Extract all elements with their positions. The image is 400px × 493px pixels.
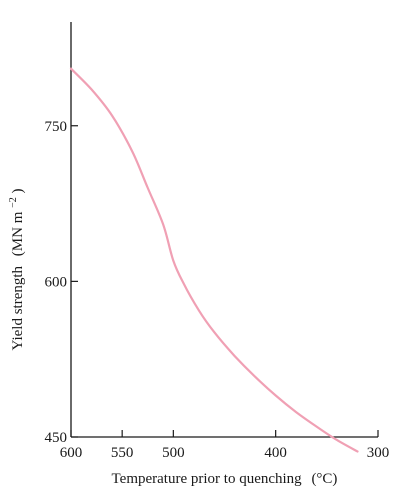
y-tick-label: 750 (45, 119, 68, 135)
x-axis-unit: (°C) (311, 471, 337, 487)
y-axis-unit: (MN m (10, 211, 26, 256)
y-axis-unit-exponent: −2 (8, 197, 19, 208)
y-tick-label: 450 (45, 430, 68, 446)
x-axis-title: Temperature prior to quenching (°C) (112, 471, 338, 487)
series-line (69, 67, 359, 453)
x-tick-label: 500 (162, 445, 185, 461)
x-axis-label: Temperature prior to quenching (112, 471, 303, 487)
x-tick-label: 400 (264, 445, 287, 461)
x-tick-label: 550 (111, 445, 134, 461)
y-axis-unit-close: ) (10, 188, 26, 193)
x-tick-label: 300 (367, 445, 390, 461)
y-axis-label: Yield strength (10, 265, 26, 350)
y-axis-title: Yield strength (MN m −2 ) (4, 188, 26, 350)
y-tick-label: 600 (45, 274, 68, 290)
x-tick-label: 600 (60, 445, 83, 461)
